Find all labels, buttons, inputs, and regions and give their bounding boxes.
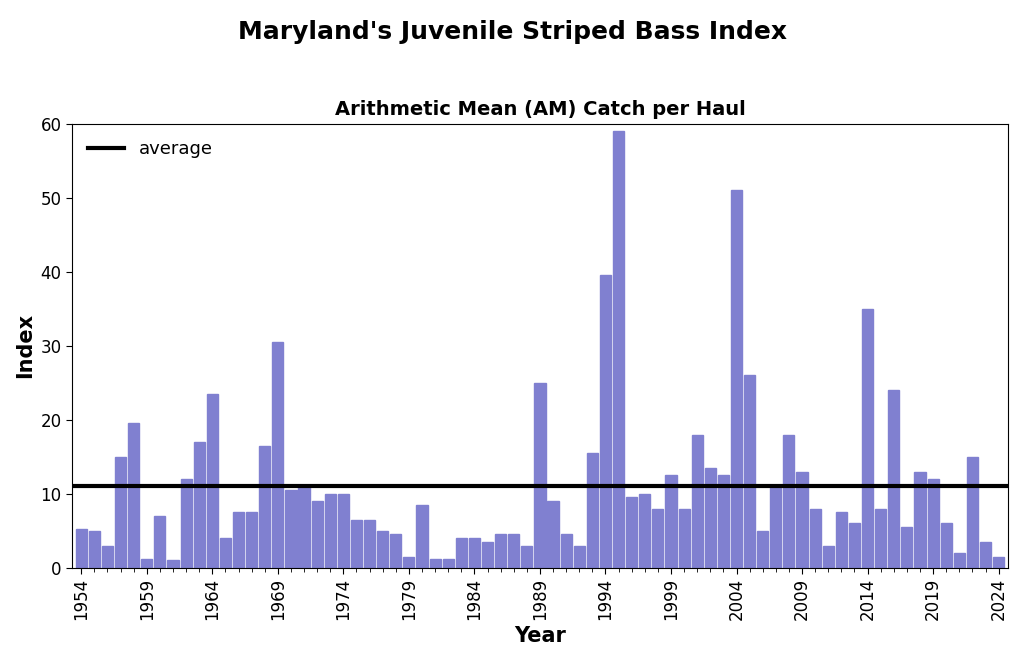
Text: Maryland's Juvenile Striped Bass Index: Maryland's Juvenile Striped Bass Index xyxy=(238,20,786,44)
Bar xyxy=(155,516,166,568)
Bar xyxy=(679,508,689,568)
Bar xyxy=(128,424,139,568)
Bar xyxy=(286,490,297,568)
Bar xyxy=(810,508,820,568)
Bar xyxy=(521,545,532,568)
Title: Arithmetic Mean (AM) Catch per Haul: Arithmetic Mean (AM) Catch per Haul xyxy=(335,100,745,119)
Bar xyxy=(967,457,978,568)
Bar xyxy=(338,494,349,568)
Bar xyxy=(757,531,768,568)
Bar xyxy=(311,501,323,568)
Bar xyxy=(469,538,480,568)
Bar xyxy=(168,561,178,568)
Bar xyxy=(508,535,519,568)
Legend: average: average xyxy=(81,133,220,165)
Bar xyxy=(194,442,205,568)
Bar xyxy=(953,553,965,568)
Bar xyxy=(325,494,336,568)
Bar xyxy=(836,512,847,568)
Bar xyxy=(862,309,873,568)
Bar xyxy=(888,390,899,568)
Bar xyxy=(587,453,598,568)
Bar xyxy=(639,494,650,568)
Bar xyxy=(548,501,559,568)
Bar xyxy=(207,394,218,568)
Bar xyxy=(377,531,388,568)
Bar xyxy=(613,131,625,568)
Bar xyxy=(76,529,87,568)
Y-axis label: Index: Index xyxy=(15,313,35,378)
Bar xyxy=(718,475,729,568)
Bar xyxy=(89,531,100,568)
Bar xyxy=(141,559,153,568)
Bar xyxy=(652,508,664,568)
Bar xyxy=(232,512,244,568)
Bar xyxy=(102,545,113,568)
X-axis label: Year: Year xyxy=(514,626,566,646)
Bar xyxy=(220,538,231,568)
Bar xyxy=(390,535,401,568)
Bar xyxy=(495,535,506,568)
Bar xyxy=(901,527,912,568)
Bar xyxy=(442,559,454,568)
Bar xyxy=(403,557,415,568)
Bar xyxy=(928,479,939,568)
Bar xyxy=(993,557,1005,568)
Bar xyxy=(731,190,742,568)
Bar xyxy=(941,524,951,568)
Bar xyxy=(691,434,702,568)
Bar xyxy=(180,479,191,568)
Bar xyxy=(770,486,781,568)
Bar xyxy=(626,498,637,568)
Bar xyxy=(246,512,257,568)
Bar xyxy=(600,276,611,568)
Bar xyxy=(272,342,284,568)
Bar xyxy=(417,505,428,568)
Bar xyxy=(666,475,677,568)
Bar xyxy=(914,471,926,568)
Bar xyxy=(115,457,126,568)
Bar xyxy=(351,520,362,568)
Bar xyxy=(876,508,886,568)
Bar xyxy=(535,383,546,568)
Bar xyxy=(429,559,440,568)
Bar xyxy=(259,446,270,568)
Bar xyxy=(849,524,860,568)
Bar xyxy=(822,545,834,568)
Bar xyxy=(783,434,795,568)
Bar xyxy=(560,535,571,568)
Bar xyxy=(364,520,375,568)
Bar xyxy=(482,542,494,568)
Bar xyxy=(980,542,991,568)
Bar xyxy=(456,538,467,568)
Bar xyxy=(705,468,716,568)
Bar xyxy=(298,486,309,568)
Bar xyxy=(744,375,755,568)
Bar xyxy=(797,471,808,568)
Bar xyxy=(573,545,585,568)
